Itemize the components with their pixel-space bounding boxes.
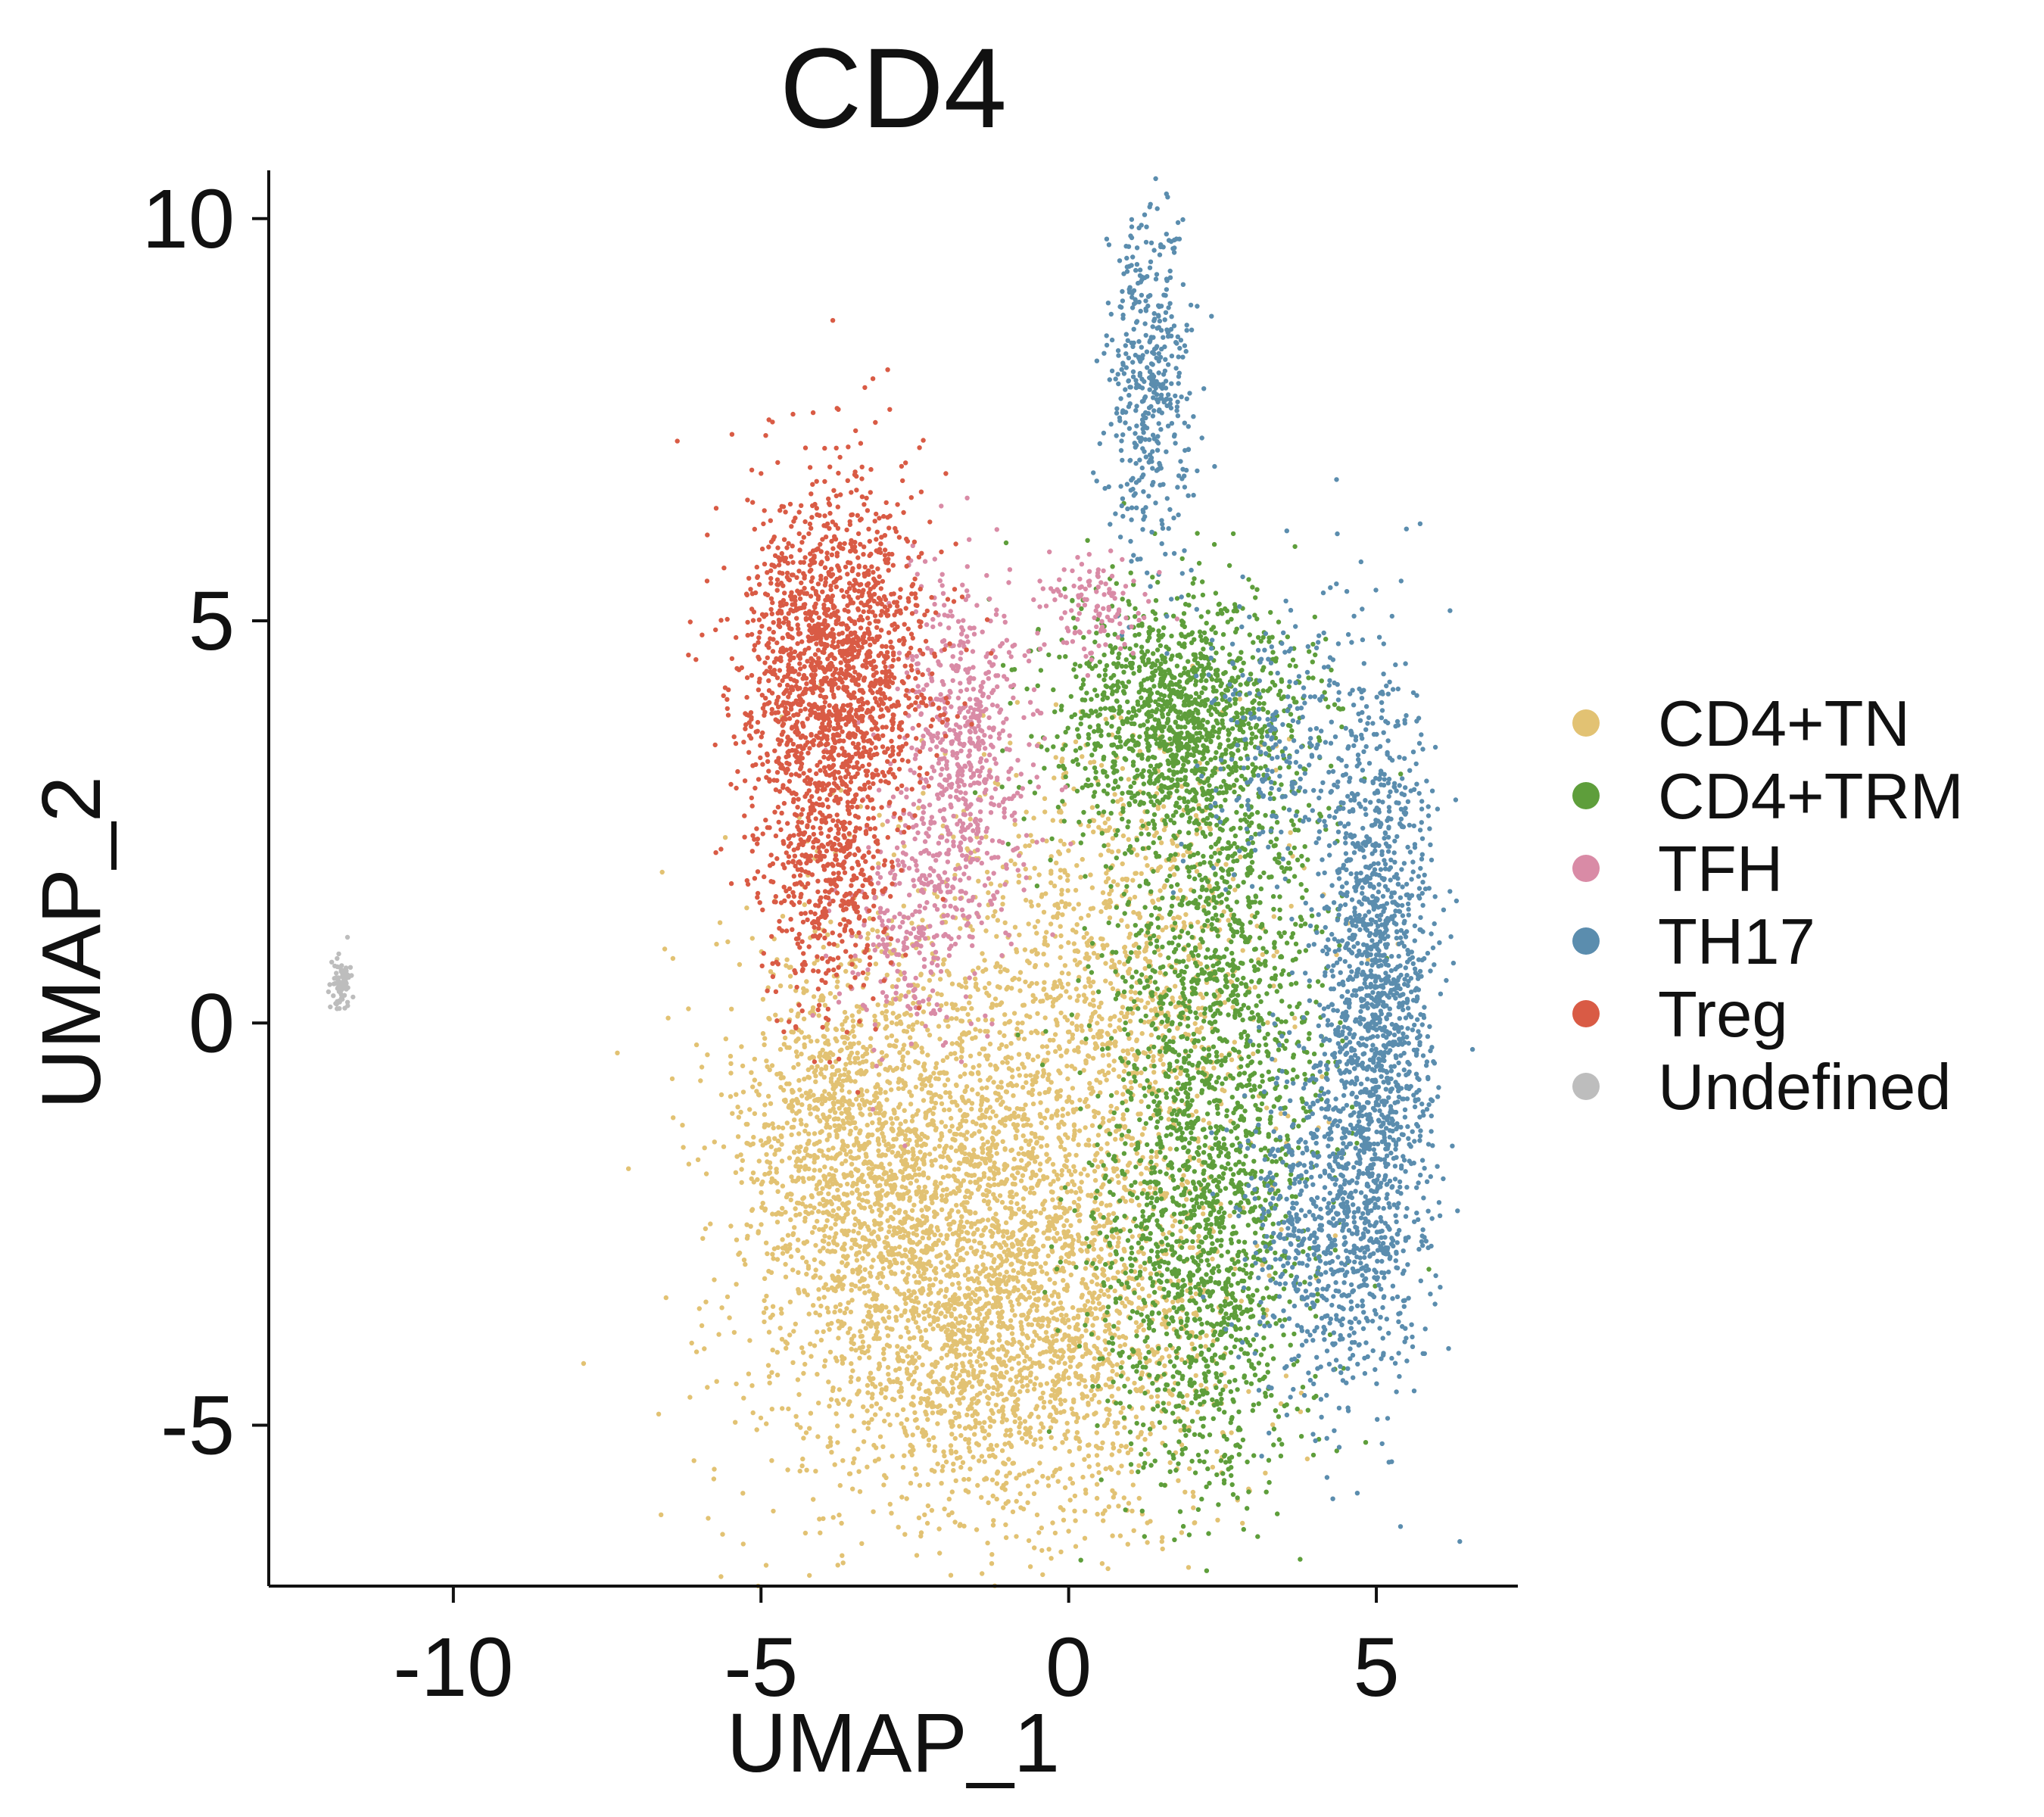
point-cluster xyxy=(326,934,356,1011)
y-axis-title: UMAP_2 xyxy=(25,776,118,1109)
point-cluster xyxy=(1091,176,1217,656)
legend-label: TFH xyxy=(1658,834,1783,905)
x-axis-title: UMAP_1 xyxy=(727,1697,1060,1790)
legend-label: Treg xyxy=(1658,979,1788,1051)
point-cluster xyxy=(1042,788,1432,1573)
point-cluster xyxy=(718,687,946,1095)
series-tfh-points xyxy=(810,495,1180,1148)
legend-swatch xyxy=(1572,1000,1600,1027)
series-cd4-trm-points xyxy=(972,500,1432,1573)
point-cluster xyxy=(699,1014,1338,1578)
x-ticks: -10 -5 0 5 xyxy=(393,1586,1400,1714)
y-ticks: 10 5 0 -5 xyxy=(142,173,269,1473)
series-treg-points xyxy=(675,318,994,1095)
chart-title: CD4 xyxy=(780,24,1007,151)
y-tick-label: 5 xyxy=(189,575,235,668)
legend-label: Undefined xyxy=(1658,1052,1952,1124)
series-undefined-points xyxy=(326,934,356,1011)
series-th17-points xyxy=(1091,176,1475,1544)
point-cluster xyxy=(823,495,1073,977)
legend-swatch xyxy=(1572,927,1600,955)
x-tick-label: -10 xyxy=(393,1621,513,1714)
point-cluster xyxy=(810,727,1014,1148)
x-tick-label: -5 xyxy=(724,1621,798,1714)
series-cd4-tn-points xyxy=(581,643,1401,1589)
point-cluster xyxy=(675,318,994,974)
point-cluster xyxy=(581,681,1304,1589)
scatter-points xyxy=(326,176,1475,1589)
legend-label: CD4+TRM xyxy=(1658,761,1964,833)
legend-swatch xyxy=(1572,1073,1600,1100)
axes: -10 -5 0 5 10 5 0 -5 xyxy=(142,170,1518,1714)
legend-swatch xyxy=(1572,855,1600,882)
x-tick-label: 5 xyxy=(1353,1621,1399,1714)
legend-swatch xyxy=(1572,709,1600,737)
x-tick-label: 0 xyxy=(1045,1621,1092,1714)
legend-label: TH17 xyxy=(1658,906,1815,978)
legend-label: CD4+TN xyxy=(1658,688,1910,760)
point-cluster xyxy=(972,500,1404,931)
y-tick-label: 0 xyxy=(189,977,235,1070)
point-cluster xyxy=(1284,477,1475,1529)
legend-swatch xyxy=(1572,782,1600,809)
y-tick-label: 10 xyxy=(142,173,235,266)
y-tick-label: -5 xyxy=(160,1379,235,1473)
